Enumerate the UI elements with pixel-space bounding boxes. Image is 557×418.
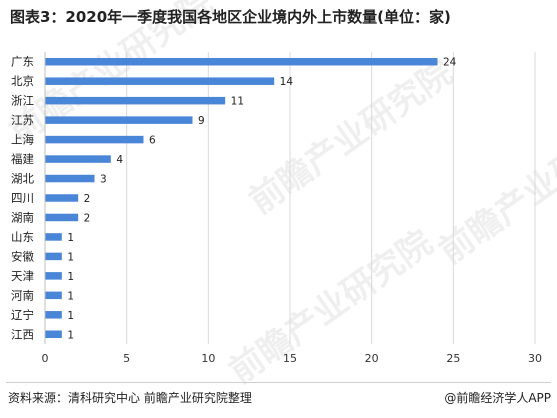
category-label: 浙江 — [11, 94, 34, 108]
category-label: 河南 — [11, 288, 34, 302]
data-label: 1 — [67, 271, 74, 283]
bar — [45, 57, 438, 66]
x-tick-label: 15 — [283, 352, 297, 365]
x-tick-label: 5 — [123, 352, 130, 365]
x-tick-label: 30 — [528, 352, 542, 365]
bar — [45, 194, 79, 202]
data-label: 24 — [443, 57, 457, 69]
bar — [45, 96, 226, 105]
category-label: 安徽 — [11, 249, 34, 263]
data-label: 14 — [280, 76, 294, 88]
brand-credit: @前瞻经济学人APP — [444, 391, 551, 405]
bar — [45, 135, 144, 144]
category-label: 江苏 — [11, 113, 34, 127]
category-label: 天津 — [11, 269, 34, 283]
category-label: 广东 — [11, 55, 34, 69]
category-label: 山东 — [11, 230, 34, 244]
category-label: 江西 — [11, 327, 34, 341]
category-label: 辽宁 — [11, 308, 34, 322]
x-tick-label: 10 — [201, 352, 215, 365]
bar — [45, 213, 79, 222]
data-label: 4 — [116, 154, 123, 166]
data-label: 2 — [84, 212, 91, 224]
data-label: 6 — [149, 135, 156, 147]
bar — [45, 174, 95, 183]
data-label: 1 — [67, 232, 74, 244]
x-tick-label: 20 — [365, 352, 379, 365]
data-label: 9 — [198, 115, 205, 127]
x-tick-label: 25 — [446, 352, 460, 365]
category-label: 北京 — [11, 74, 34, 88]
bar — [45, 77, 275, 85]
data-label: 11 — [231, 96, 244, 108]
bar — [45, 233, 62, 241]
bar — [45, 291, 62, 300]
category-label: 湖北 — [11, 172, 34, 186]
bar — [45, 155, 111, 163]
data-label: 1 — [67, 329, 74, 341]
bar — [45, 330, 62, 339]
data-label: 3 — [100, 174, 107, 186]
category-label: 四川 — [11, 191, 34, 205]
data-label: 1 — [67, 290, 74, 302]
x-tick-label: 0 — [42, 352, 49, 365]
bar — [45, 116, 193, 124]
footer-divider — [6, 382, 551, 383]
category-label: 福建 — [11, 152, 34, 166]
source-note: 资料来源：清科研究中心 前瞻产业研究院整理 — [8, 391, 252, 405]
chart-title: 图表3：2020年一季度我国各地区企业境内外上市数量(单位：家) — [10, 8, 451, 26]
bar — [45, 272, 62, 280]
bar — [45, 252, 62, 261]
bar — [45, 311, 62, 319]
data-label: 1 — [67, 251, 74, 263]
category-label: 上海 — [11, 133, 34, 147]
category-label: 湖南 — [11, 210, 34, 224]
data-label: 2 — [84, 193, 91, 205]
data-label: 1 — [67, 310, 74, 322]
